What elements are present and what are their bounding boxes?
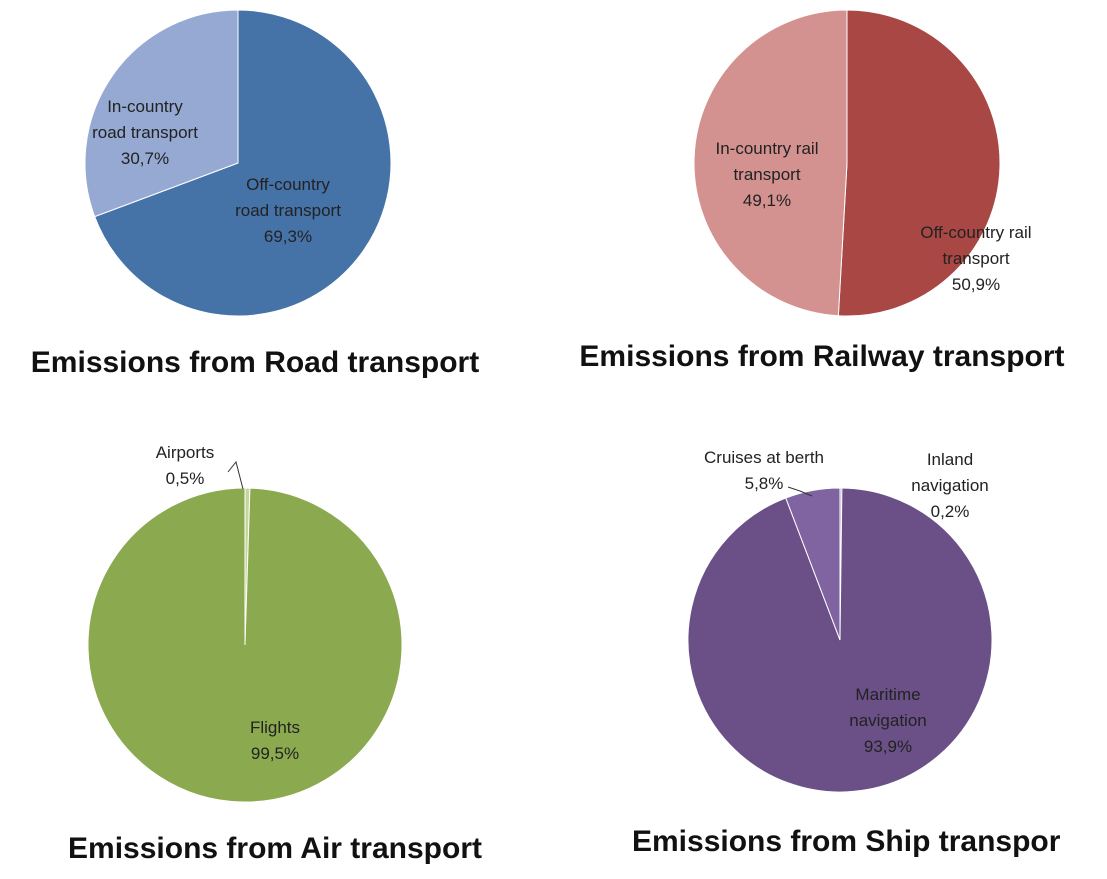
value-label: 30,7% (120, 149, 170, 168)
slice-label: Maritime navigation 93,9% (818, 682, 958, 760)
leader-line (787, 486, 813, 497)
chart-title: Emissions from Road transport (31, 346, 479, 379)
slice-label: Airports 0,5% (135, 440, 235, 492)
value-label: 0,5% (165, 469, 205, 488)
pie-slice (84, 9, 239, 218)
value-label: 50,9% (951, 275, 1001, 294)
category-label: Flights (249, 718, 301, 737)
chart-title: Emissions from Air transport (68, 832, 482, 865)
slice-label: Flights 99,5% (215, 715, 335, 767)
slice-label: Inland navigation 0,2% (895, 447, 1005, 525)
category-label: Off-country road transport (235, 175, 341, 220)
pie-slice (837, 9, 1001, 317)
category-label: In-country road transport (92, 97, 198, 142)
pie-slice (94, 9, 392, 317)
slice-label: In-country rail transport 49,1% (692, 136, 842, 214)
slice-label: Cruises at berth 5,8% (684, 445, 844, 497)
value-label: 99,5% (250, 744, 300, 763)
category-label: Cruises at berth (704, 448, 824, 467)
category-label: Airports (155, 443, 215, 462)
chart-title: Emissions from Ship transpor (632, 825, 1061, 858)
pie-slice (87, 487, 403, 803)
value-label: 5,8% (744, 474, 784, 493)
value-label: 0,2% (930, 502, 970, 521)
value-label: 93,9% (863, 737, 913, 756)
slice-label: Off-country road transport 69,3% (228, 172, 348, 250)
slice-label: In-country road transport 30,7% (90, 94, 200, 172)
category-label: In-country rail transport (715, 139, 819, 184)
chart-title: Emissions from Railway transport (579, 340, 1064, 373)
slice-label: Off-country rail transport 50,9% (901, 220, 1051, 298)
leader-line (227, 460, 244, 490)
category-label: Inland navigation (911, 450, 989, 495)
category-label: Off-country rail transport (920, 223, 1032, 268)
pie-slice (693, 9, 848, 317)
category-label: Maritime navigation (849, 685, 927, 730)
pie-slice (785, 487, 841, 641)
value-label: 69,3% (263, 227, 313, 246)
value-label: 49,1% (742, 191, 792, 210)
